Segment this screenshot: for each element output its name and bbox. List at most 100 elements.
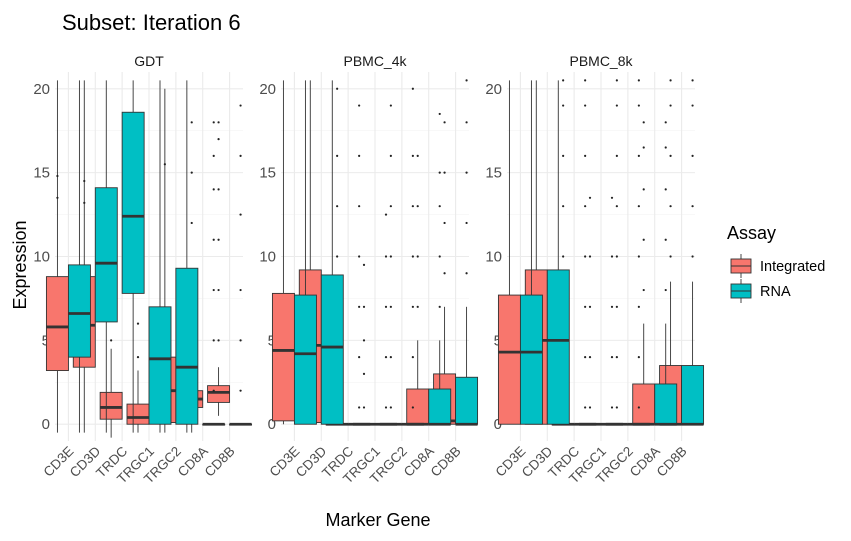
outlier-point [584,356,587,359]
outlier-point [664,188,667,191]
outlier-point [411,87,414,90]
outlier-point [584,305,587,308]
outlier-point [411,154,414,157]
outlier-point [336,154,339,157]
outlier-point [384,356,388,359]
outlier-point [384,305,388,308]
y-tick-label: 15 [485,165,502,182]
box-rna-cd3d [94,80,118,433]
outlier-point [239,154,242,157]
outlier-point [389,356,392,359]
outlier-point [637,255,640,258]
outlier-point [362,263,366,266]
box-rna-trgc1 [374,213,398,426]
outlier-point [562,255,565,258]
outlier-point [411,255,414,258]
outlier-point [465,121,468,124]
outlier-point [562,79,565,82]
facet-strip-label: PBMC_4k [343,53,407,69]
outlier-point [239,288,242,292]
box-body [94,187,118,323]
outlier-point [438,112,441,116]
outlier-point [411,356,414,359]
facet-strip-label: PBMC_8k [569,53,633,69]
legend-label: RNA [760,284,791,300]
box-rna-cd3d [320,80,344,425]
outlier-point [691,255,694,258]
outlier-point [562,205,565,208]
box-body [45,276,69,372]
box-body [126,403,150,425]
outlier-point [56,174,59,178]
outlier-point [669,205,672,208]
box-body [406,388,430,425]
box-rna-cd8a [654,121,678,426]
box-rna-trgc1 [600,196,624,426]
outlier-point [217,288,220,292]
outlier-point [588,356,592,359]
outlier-point [358,356,361,359]
y-axis-title: Expression [10,220,30,309]
box-integrated-cd8a [632,121,656,426]
legend-label: Integrated [760,259,825,275]
outlier-point [465,79,468,82]
facet-panel-pbmc_4k: PBMC_4k05101520CD3ECD3DTRDCTRGC1TRGC2CD8… [259,53,479,486]
outlier-point [136,356,140,359]
outlier-point [384,406,388,409]
outlier-point [416,205,419,208]
outlier-point [336,205,339,208]
outlier-point [389,305,392,308]
outlier-point [691,154,694,157]
facet-strip-label: GDT [134,53,164,69]
facet-panels: GDT05101520CD3ECD3DTRDCTRGC1TRGC2CD8ACD8… [33,53,705,486]
outlier-point [588,196,592,199]
outlier-point [610,406,614,409]
x-axis-title: Marker Gene [325,510,430,530]
box-rna-trgc1 [148,80,172,433]
facet-panel-gdt: GDT05101520CD3ECD3DTRDCTRGC1TRGC2CD8ACD8… [33,53,253,486]
outlier-point [411,305,414,308]
outlier-point [615,406,618,409]
outlier-point [190,121,193,124]
y-tick-label: 10 [33,249,50,266]
outlier-point [443,272,446,275]
outlier-point [637,154,640,157]
box-body [632,383,656,425]
outlier-point [615,104,618,107]
outlier-point [362,305,366,308]
legend-entry-integrated: Integrated [730,254,825,278]
outlier-point [637,79,640,82]
outlier-point [637,305,640,308]
outlier-point [610,255,614,258]
box-rna-cd8b [455,79,479,426]
box-integrated-trdc [99,297,123,438]
y-tick-label: 0 [268,416,276,433]
x-tick-label: CD8B [428,444,464,480]
box-body [320,274,344,425]
outlier-point [669,104,672,107]
box-rna-cd8b [229,104,253,426]
outlier-point [584,205,587,208]
y-tick-label: 15 [33,165,50,182]
outlier-point [83,201,86,204]
box-body [175,267,199,425]
outlier-point [443,121,446,124]
outlier-point [389,205,392,208]
outlier-point [669,255,672,258]
outlier-point [438,305,441,308]
box-integrated-trgc2 [605,79,629,426]
box-body [121,111,145,294]
box-body [148,306,172,425]
outlier-point [217,121,220,124]
outlier-point [610,305,614,308]
outlier-point [411,205,414,208]
outlier-point [384,213,388,216]
outlier-point [83,179,86,183]
outlier-point [239,213,242,216]
y-tick-label: 0 [42,416,50,433]
box-integrated-cd8b [433,121,457,425]
outlier-point [411,406,414,409]
box-body [428,388,452,425]
outlier-point [610,196,614,199]
